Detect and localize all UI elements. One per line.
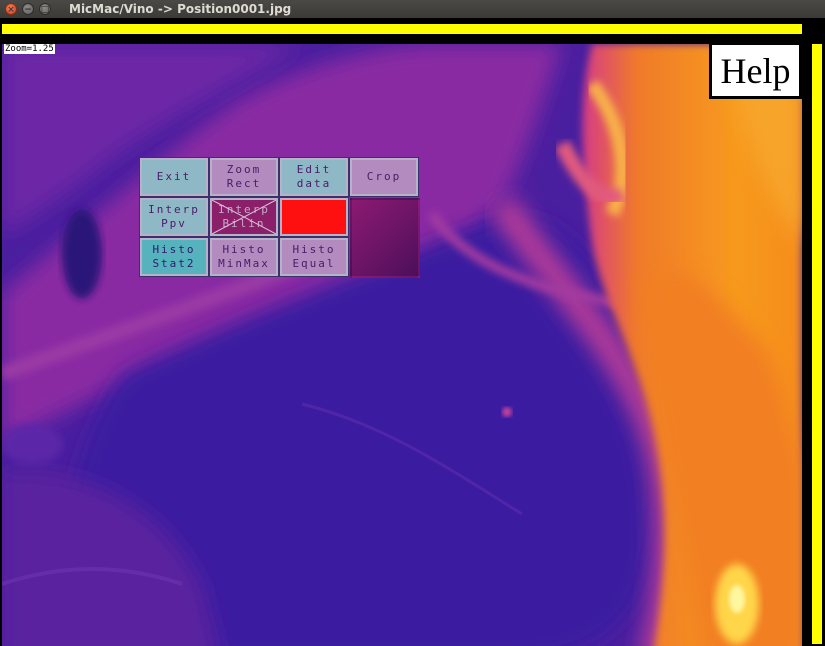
tool-menu: Exit Zoom Rect Edit data Crop Interp Ppv… — [139, 157, 420, 278]
help-label: Help — [712, 45, 799, 96]
histo-minmax-label-1: Histo — [222, 243, 266, 256]
zoom-rect-label-1: Zoom — [226, 163, 262, 176]
crop-label: Crop — [366, 170, 402, 183]
close-icon: × — [7, 5, 15, 15]
top-indicator-bar — [2, 24, 802, 34]
image-viewport[interactable]: Zoom=1.25 Help Exit Zoom Rect Edit data … — [0, 18, 825, 646]
edit-data-label-1: Edit — [296, 163, 332, 176]
interp-bilin-label-2: Bilin — [222, 217, 266, 230]
edit-data-label-2: data — [296, 177, 332, 190]
zoom-rect-button[interactable]: Zoom Rect — [209, 157, 279, 197]
interp-ppv-label-2: Ppv — [161, 217, 187, 230]
window-titlebar: × − □ MicMac/Vino -> Position0001.jpg — [0, 0, 825, 18]
empty-menu-cell — [350, 198, 420, 278]
exit-label: Exit — [156, 170, 192, 183]
help-button[interactable]: Help — [709, 42, 802, 99]
color-swatch-button[interactable] — [279, 197, 349, 237]
histo-minmax-button[interactable]: Histo MinMax — [209, 237, 279, 277]
interp-bilin-button[interactable]: Interp Bilin — [209, 197, 279, 237]
histo-minmax-label-2: MinMax — [218, 257, 270, 270]
histo-equal-label-2: Equal — [292, 257, 336, 270]
zoom-rect-label-2: Rect — [226, 177, 262, 190]
close-window-button[interactable]: × — [5, 3, 17, 15]
interp-ppv-label-1: Interp — [148, 203, 200, 216]
crop-button[interactable]: Crop — [349, 157, 419, 197]
histo-equal-label-1: Histo — [292, 243, 336, 256]
window-title: MicMac/Vino -> Position0001.jpg — [69, 2, 292, 16]
thermal-image[interactable] — [2, 44, 802, 646]
maximize-icon: □ — [40, 5, 50, 15]
thermal-image-render — [2, 44, 802, 646]
histo-equal-button[interactable]: Histo Equal — [279, 237, 349, 277]
histo-stat2-button[interactable]: Histo Stat2 — [139, 237, 209, 277]
minimize-window-button[interactable]: − — [22, 3, 34, 15]
right-indicator-bar — [812, 44, 822, 644]
histo-stat2-label-1: Histo — [152, 243, 196, 256]
maximize-window-button[interactable]: □ — [39, 3, 51, 15]
exit-button[interactable]: Exit — [139, 157, 209, 197]
zoom-readout: Zoom=1.25 — [4, 44, 55, 54]
edit-data-button[interactable]: Edit data — [279, 157, 349, 197]
histo-stat2-label-2: Stat2 — [152, 257, 196, 270]
interp-bilin-label-1: Interp — [218, 203, 270, 216]
interp-ppv-button[interactable]: Interp Ppv — [139, 197, 209, 237]
minimize-icon: − — [24, 5, 32, 15]
